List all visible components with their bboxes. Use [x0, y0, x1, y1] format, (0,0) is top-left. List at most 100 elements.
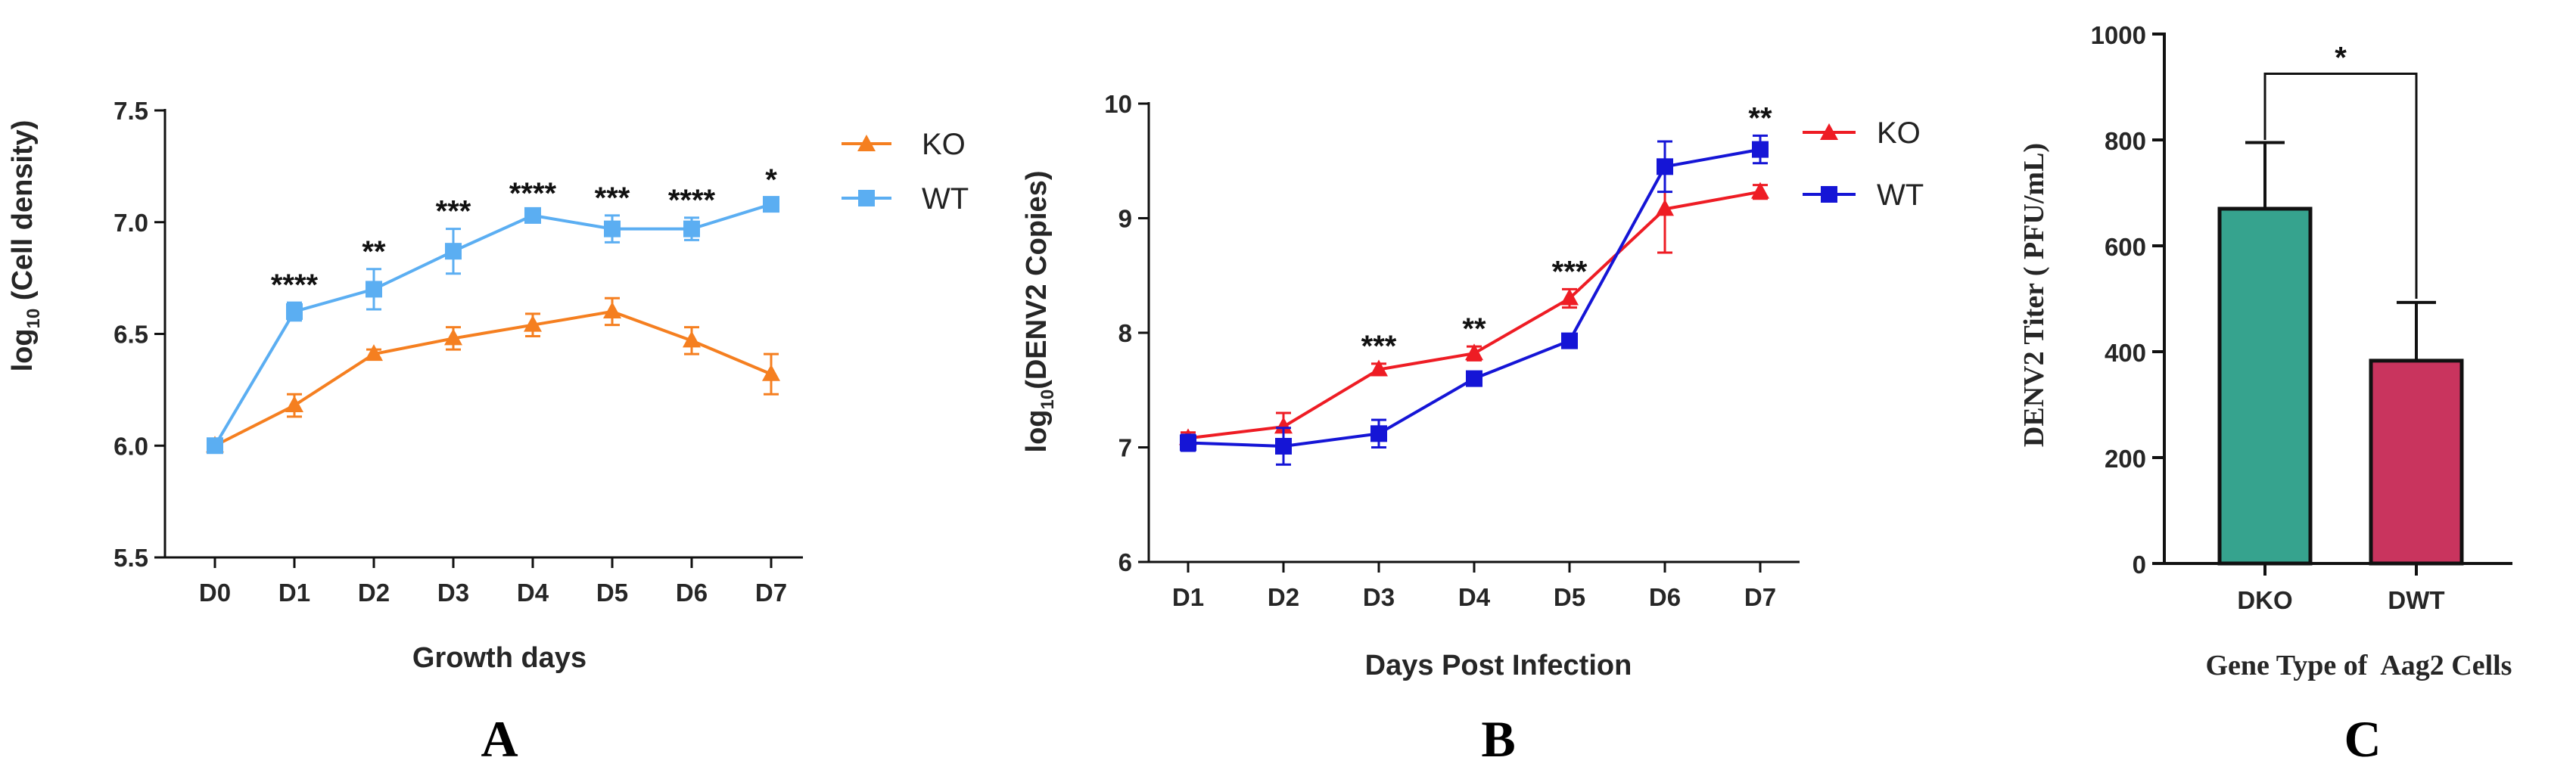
y-tick-label: 400 — [2105, 339, 2146, 367]
panel-b-axes — [1138, 102, 1800, 573]
significance-label: *** — [1361, 330, 1397, 363]
legend-wt-label-a: WT — [922, 182, 969, 216]
y-tick-label: 7 — [1118, 434, 1132, 462]
legend-wt-marker-a — [858, 190, 875, 206]
point-ko — [1465, 343, 1483, 361]
panel-b-marks — [1179, 134, 1769, 466]
significance-label: * — [765, 163, 777, 197]
y-tick-label: 6.0 — [114, 432, 148, 460]
point-ko — [762, 364, 780, 381]
significance-label: ** — [1748, 101, 1772, 135]
point-wt — [763, 196, 779, 213]
y-tick-label: 1000 — [2091, 21, 2146, 49]
significance-label: **** — [509, 177, 557, 210]
significance-label: *** — [1552, 255, 1588, 288]
point-wt — [1752, 141, 1769, 158]
panel-b-legend: KO WT — [1803, 116, 1924, 212]
point-ko — [1751, 182, 1769, 199]
point-wt — [604, 220, 621, 237]
point-wt — [1370, 425, 1387, 442]
point-wt — [1275, 437, 1292, 455]
y-tick-label: 7.5 — [114, 97, 148, 125]
legend-ko-marker-a — [857, 135, 876, 151]
point-wt — [366, 281, 382, 298]
bar-dko — [2217, 206, 2313, 566]
significance-label: ** — [1462, 312, 1486, 346]
x-tick-label: D1 — [1172, 583, 1204, 611]
panel-a-letter: A — [481, 710, 518, 768]
point-wt — [524, 206, 541, 224]
series-line-wt — [1187, 147, 1761, 448]
x-tick-label: D6 — [676, 579, 708, 607]
y-tick-label: 8 — [1118, 319, 1132, 347]
y-tick-label: 10 — [1104, 90, 1132, 118]
significance-label: **** — [271, 268, 319, 302]
point-ko — [1274, 417, 1293, 434]
x-tick-label: D5 — [1554, 583, 1585, 611]
x-tick-label: D7 — [755, 579, 787, 607]
panel-a-labels: 5.56.06.57.07.5D0 D1 D2 D3 D4 D5 D6 D7*********… — [114, 97, 787, 607]
y-tick-label: 0 — [2133, 551, 2146, 579]
panel-b-x-axis-title: Days Post Infection — [1365, 650, 1632, 681]
legend-wt-label-b: WT — [1877, 178, 1924, 212]
panel-a-axes — [154, 109, 803, 568]
point-wt — [445, 243, 462, 260]
point-wt — [207, 437, 223, 455]
y-tick-label: 5.5 — [114, 544, 148, 572]
x-tick-label: D7 — [1744, 583, 1776, 611]
panel-b-y-axis-title: log10(DENV2 Copies) — [1021, 171, 1058, 453]
series-line-wt — [213, 203, 772, 447]
panel-a-marks — [206, 196, 780, 455]
point-wt — [1180, 434, 1196, 452]
x-tick-label: D6 — [1649, 583, 1681, 611]
point-ko — [524, 315, 542, 332]
x-tick-label: D3 — [437, 579, 469, 607]
x-tick-label: DWT — [2388, 586, 2444, 614]
significance-label: ** — [362, 235, 386, 268]
y-tick-label: 9 — [1118, 205, 1132, 233]
x-tick-label: D1 — [278, 579, 310, 607]
panel-c-x-axis-title: Gene Type of Aag2 Cells — [2206, 650, 2512, 681]
legend-ko-label-b: KO — [1877, 116, 1921, 150]
bar-dwt — [2369, 359, 2464, 566]
x-tick-label: DKO — [2237, 586, 2292, 614]
point-ko — [1370, 359, 1388, 377]
panel-c-letter: C — [2344, 710, 2381, 768]
point-wt — [1561, 332, 1578, 349]
point-ko — [444, 328, 462, 346]
panel-b-letter: B — [1481, 710, 1515, 768]
panel-a: 5.56.06.57.07.5D0 D1 D2 D3 D4 D5 D6 D7*********… — [7, 97, 969, 768]
point-wt — [683, 220, 700, 237]
point-wt — [1657, 158, 1673, 175]
y-tick-label: 7.0 — [114, 209, 148, 237]
x-tick-label: D4 — [517, 579, 549, 607]
significance-label: * — [2335, 42, 2347, 75]
panel-c-marks — [2217, 73, 2464, 566]
legend-wt-marker-b — [1821, 186, 1837, 203]
panel-a-legend: KO WT — [842, 128, 969, 216]
significance-bracket — [2263, 73, 2418, 299]
x-tick-label: D4 — [1458, 583, 1491, 611]
panel-a-y-axis-title: log10 (Cell density) — [7, 120, 44, 372]
panel-c-labels: 0 200 400 600 800 1000 DKO DWT * — [2091, 21, 2445, 614]
legend-ko-label-a: KO — [922, 128, 966, 161]
significance-label: *** — [436, 195, 471, 228]
panel-c: 0 200 400 600 800 1000 DKO DWT * DENV2 Titer ( P… — [2018, 21, 2512, 768]
significance-label: **** — [668, 184, 716, 217]
y-tick-label: 6 — [1118, 548, 1132, 576]
y-tick-label: 800 — [2105, 127, 2146, 155]
panel-c-y-axis-title: DENV2 Titer ( PFU/mL) — [2018, 143, 2050, 447]
point-wt — [1466, 370, 1482, 387]
y-tick-label: 200 — [2105, 445, 2146, 473]
point-ko — [683, 331, 701, 348]
significance-label: *** — [595, 182, 630, 215]
y-tick-label: 6.5 — [114, 321, 148, 349]
x-tick-label: D0 — [199, 579, 231, 607]
y-tick-label: 600 — [2105, 233, 2146, 261]
x-tick-label: D5 — [596, 579, 628, 607]
point-ko — [603, 301, 621, 318]
point-ko — [1560, 288, 1579, 306]
